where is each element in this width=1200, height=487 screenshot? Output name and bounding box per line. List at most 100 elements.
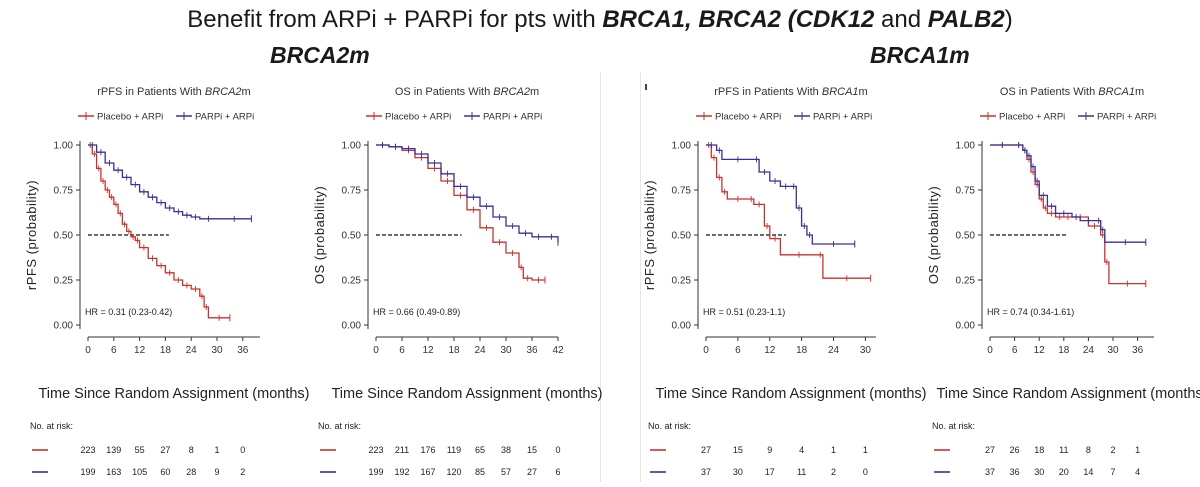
legend-label-placebo: Placebo + ARPi	[999, 112, 1065, 123]
chart-title-suffix: m	[242, 86, 251, 98]
y-tick-label: 1.00	[956, 141, 976, 152]
x-tick-label: 0	[703, 345, 709, 356]
km-curve-placebo	[88, 144, 230, 319]
chart-title-text: rPFS in Patients With	[97, 86, 205, 98]
slide-title-part: and	[874, 6, 928, 33]
slide-title-part: )	[1004, 6, 1013, 33]
risk-count-parpi: 0	[863, 467, 868, 477]
x-tick-label: 18	[1058, 345, 1070, 356]
risk-count-parpi: 2	[240, 467, 245, 477]
x-tick-label: 30	[1107, 345, 1119, 356]
risk-count-parpi: 4	[1135, 467, 1140, 477]
x-axis-label: Time Since Random Assignment (months)	[655, 386, 926, 402]
risk-count-placebo: 8	[189, 445, 194, 455]
x-tick-label: 12	[134, 345, 146, 356]
group-label-brca2: BRCA2m	[270, 42, 370, 68]
risk-count-placebo: 139	[106, 445, 121, 455]
legend-label-parpi: PARPi + ARPi	[483, 112, 542, 123]
km-curve-parpi	[990, 144, 1146, 243]
chart-title-suffix: m	[859, 86, 868, 98]
chart-title-suffix: m	[530, 86, 539, 98]
risk-count-placebo: 27	[701, 445, 711, 455]
y-tick-label: 0.00	[342, 321, 362, 332]
group-label-brca1: BRCA1m	[870, 42, 970, 68]
y-tick-label: 0.00	[54, 321, 74, 332]
risk-count-parpi: 37	[985, 467, 995, 477]
risk-count-placebo: 1	[1135, 445, 1140, 455]
y-axis-label: rPFS (probability)	[642, 180, 657, 290]
chart-title: OS in Patients With BRCA2m	[395, 86, 539, 98]
y-tick-label: 1.00	[672, 141, 692, 152]
y-tick-label: 0.25	[342, 276, 362, 287]
y-axis-label: OS (probability)	[312, 186, 327, 284]
risk-count-placebo: 11	[1059, 445, 1068, 455]
x-tick-label: 42	[552, 345, 564, 356]
risk-count-placebo: 0	[240, 445, 245, 455]
x-tick-label: 36	[237, 345, 249, 356]
km-curve-placebo	[376, 144, 545, 281]
risk-count-placebo: 55	[135, 445, 145, 455]
risk-count-parpi: 57	[501, 467, 511, 477]
risk-count-placebo: 4	[799, 445, 804, 455]
risk-count-parpi: 192	[394, 467, 409, 477]
km-curve-parpi	[376, 144, 559, 243]
risk-count-placebo: 1	[214, 445, 219, 455]
slide-title-part: PALB2	[927, 6, 1005, 33]
chart-title-gene: BRCA2	[493, 86, 530, 98]
x-tick-label: 12	[764, 345, 776, 356]
risk-count-parpi: 2	[831, 467, 836, 477]
x-axis-label: Time Since Random Assignment (months)	[936, 386, 1200, 402]
chart-title-suffix: m	[1135, 86, 1144, 98]
risk-count-parpi: 37	[701, 467, 711, 477]
slide-title: Benefit from ARPi + PARPi for pts with B…	[0, 6, 1200, 34]
chart-title-text: OS in Patients With	[1000, 86, 1098, 98]
x-tick-label: 30	[500, 345, 512, 356]
risk-count-placebo: 223	[368, 445, 383, 455]
risk-count-placebo: 9	[767, 445, 772, 455]
risk-count-parpi: 27	[527, 467, 537, 477]
y-tick-label: 0.25	[54, 276, 74, 287]
x-tick-label: 6	[1012, 345, 1018, 356]
risk-count-parpi: 9	[214, 467, 219, 477]
y-tick-label: 0.50	[342, 231, 362, 242]
risk-count-placebo: 65	[475, 445, 485, 455]
risk-count-parpi: 11	[797, 467, 806, 477]
risk-count-parpi: 30	[733, 467, 743, 477]
risk-table-label: No. at risk:	[648, 421, 691, 431]
brca2-panel	[0, 72, 601, 482]
x-tick-label: 12	[1034, 345, 1046, 356]
risk-count-placebo: 27	[160, 445, 170, 455]
risk-count-placebo: 15	[527, 445, 537, 455]
risk-count-placebo: 15	[733, 445, 743, 455]
risk-count-placebo: 2	[1110, 445, 1115, 455]
chart-title: rPFS in Patients With BRCA1m	[714, 86, 867, 98]
chart-title-gene: BRCA1	[822, 86, 859, 98]
km-chart-rpfs-brca2: rPFS in Patients With BRCA2m Placebo + AR…	[24, 86, 310, 477]
risk-count-parpi: 36	[1010, 467, 1020, 477]
legend-label-parpi: PARPi + ARPi	[195, 112, 254, 123]
chart-title-gene: BRCA1	[1098, 86, 1135, 98]
x-axis-label: Time Since Random Assignment (months)	[331, 386, 602, 402]
risk-count-parpi: 120	[446, 467, 461, 477]
slide-title-part: Benefit from ARPi + PARPi for pts with	[187, 6, 603, 33]
x-tick-label: 18	[448, 345, 460, 356]
km-curve-parpi	[88, 144, 252, 220]
risk-count-parpi: 199	[368, 467, 383, 477]
x-tick-label: 0	[987, 345, 993, 356]
x-tick-label: 24	[828, 345, 840, 356]
y-tick-label: 0.75	[672, 186, 692, 197]
y-tick-label: 0.75	[54, 186, 74, 197]
risk-count-placebo: 0	[555, 445, 560, 455]
risk-count-placebo: 18	[1034, 445, 1044, 455]
x-tick-label: 18	[160, 345, 172, 356]
hazard-ratio-label: HR = 0.31 (0.23-0.42)	[85, 307, 172, 317]
risk-count-parpi: 14	[1083, 467, 1093, 477]
y-tick-label: 0.25	[956, 276, 976, 287]
x-tick-label: 0	[373, 345, 379, 356]
x-tick-label: 36	[526, 345, 538, 356]
risk-count-parpi: 163	[106, 467, 121, 477]
legend-label-parpi: PARPi + ARPi	[813, 112, 872, 123]
chart-title-text: OS in Patients With	[395, 86, 493, 98]
y-tick-label: 0.00	[672, 321, 692, 332]
risk-count-parpi: 199	[80, 467, 95, 477]
